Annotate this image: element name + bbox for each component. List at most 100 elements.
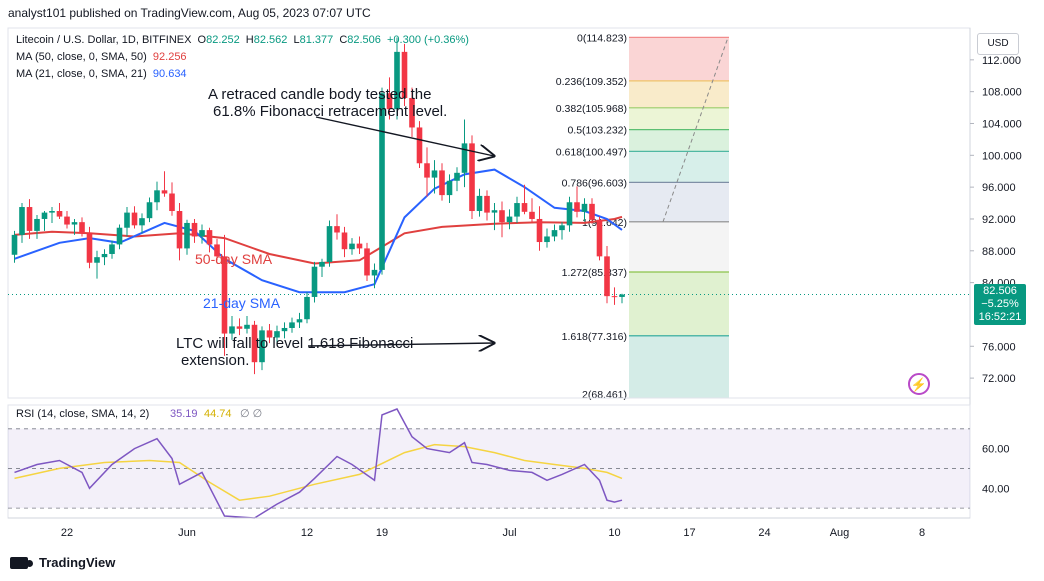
candle-body xyxy=(154,190,160,203)
fib-level-label: 0.236(109.352) xyxy=(556,76,627,88)
ma50-legend[interactable]: MA (50, close, 0, SMA, 50) 92.256 xyxy=(16,51,187,63)
candle-body xyxy=(386,93,393,110)
tradingview-logo: TradingView xyxy=(10,555,115,570)
candle-body xyxy=(476,195,483,212)
candle-body xyxy=(266,330,273,338)
publish-header: analyst101 published on TradingView.com,… xyxy=(8,6,371,20)
candle-body xyxy=(544,236,550,243)
candle-body xyxy=(356,243,363,249)
candle-body xyxy=(169,193,175,212)
candle-body xyxy=(131,212,138,226)
candle-body xyxy=(461,143,468,173)
candle-body xyxy=(289,322,295,328)
open-label: O xyxy=(197,34,207,46)
last-change: −5.25% xyxy=(981,298,1019,310)
candle-body xyxy=(589,203,595,220)
fibonacci-retracement[interactable]: 0(114.823) 0.236(109.352) 0.382(105.968) 0.… xyxy=(556,32,729,401)
change-value: +0.300 (+0.36%) xyxy=(386,34,469,46)
candle-body xyxy=(206,230,213,245)
annotation-fall-line2: extension. xyxy=(181,352,249,369)
candle-body xyxy=(371,269,378,276)
time-tick-label: 8 xyxy=(919,527,925,539)
candle-body xyxy=(559,225,565,231)
rsi-tick-label: 60.00 xyxy=(982,444,1010,456)
fib-level-label: 2(68.461) xyxy=(582,389,627,401)
annotation-retrace-arrow xyxy=(315,116,494,156)
candle-body xyxy=(349,243,355,250)
time-tick-label: Jul xyxy=(502,527,516,539)
candle-body xyxy=(581,203,588,212)
candle-body xyxy=(176,211,183,249)
candle-body xyxy=(326,226,333,262)
candle-body xyxy=(574,202,580,212)
fib-trend-line xyxy=(662,37,729,222)
candle-body xyxy=(566,202,573,226)
candle-body xyxy=(221,256,228,334)
candle-body xyxy=(499,210,505,223)
annotation-fall[interactable]: LTC will fall to level 1.618 Fibonacci e… xyxy=(176,335,494,369)
price-tick-label: 104.000 xyxy=(982,118,1022,130)
candle-body xyxy=(34,218,40,231)
candle-body xyxy=(49,211,55,213)
candle-body xyxy=(514,203,520,217)
price-tick-label: 92.000 xyxy=(982,214,1016,226)
candle-body xyxy=(244,324,250,329)
lightning-icon[interactable]: ⚡ xyxy=(908,373,930,395)
candle-body xyxy=(401,51,408,99)
candle-body xyxy=(439,170,445,196)
rsi-sma-line xyxy=(14,443,623,501)
close-value: 82.506 xyxy=(347,34,381,46)
candle-body xyxy=(146,202,153,219)
symbol-legend[interactable]: Litecoin / U.S. Dollar, 1D, BITFINEX O82… xyxy=(16,34,469,46)
candle-body xyxy=(109,244,115,254)
tradingview-logo-text: TradingView xyxy=(39,555,116,570)
fib-zone xyxy=(629,107,729,130)
price-tick-label: 72.000 xyxy=(982,373,1016,385)
fib-zone xyxy=(629,335,729,398)
candle-body xyxy=(424,163,430,178)
ma21-value: 90.634 xyxy=(152,68,187,80)
tradingview-logo-icon xyxy=(10,556,33,569)
candle-body xyxy=(619,294,625,297)
ma21-label: MA (21, close, 0, SMA, 21) xyxy=(16,68,147,80)
annotation-sma21: 21-day SMA xyxy=(203,295,281,311)
candle-body xyxy=(161,190,168,194)
annotation-retrace[interactable]: A retraced candle body tested the 61.8% … xyxy=(208,86,494,156)
candle-body xyxy=(79,222,85,234)
ma21-legend[interactable]: MA (21, close, 0, SMA, 21) 90.634 xyxy=(16,68,187,80)
candle-body xyxy=(311,266,318,297)
annotation-retrace-line1: A retraced candle body tested the xyxy=(208,86,431,103)
candle-body xyxy=(596,219,603,257)
candle-body xyxy=(334,226,340,233)
fib-level-label: 0(114.823) xyxy=(577,32,627,44)
candle-body xyxy=(199,230,205,237)
candle-body xyxy=(394,51,400,110)
fib-level-label: 0.5(103.232) xyxy=(567,125,627,137)
candle-body xyxy=(529,211,535,219)
candle-body xyxy=(604,256,610,297)
time-tick-label: 19 xyxy=(376,527,388,539)
fib-level-label: 1.272(85.337) xyxy=(562,267,627,279)
candle-body xyxy=(191,222,198,237)
candle-body xyxy=(469,143,475,212)
candle-body xyxy=(611,296,618,298)
candle-body xyxy=(116,227,123,245)
fib-zone xyxy=(629,80,729,108)
candle-body xyxy=(229,326,235,334)
annotation-retrace-line2: 61.8% Fibonacci retracement level. xyxy=(213,103,447,120)
candle-body xyxy=(319,261,325,267)
rsi-label: RSI (14, close, SMA, 14, 2) xyxy=(16,408,149,420)
high-label: H xyxy=(245,34,254,46)
close-label: C xyxy=(339,34,348,46)
candle-body xyxy=(536,218,543,243)
candles xyxy=(11,37,625,375)
fib-zone xyxy=(629,151,729,183)
annotation-sma50: 50-day SMA xyxy=(195,251,273,267)
rsi-legend[interactable]: RSI (14, close, SMA, 14, 2) 35.19 44.74 … xyxy=(16,408,262,420)
candle-body xyxy=(101,253,108,258)
currency-button[interactable]: USD xyxy=(977,33,1019,55)
fib-level-label: 0.618(100.497) xyxy=(556,146,627,158)
time-tick-label: 12 xyxy=(301,527,313,539)
high-value: 82.562 xyxy=(253,34,288,46)
